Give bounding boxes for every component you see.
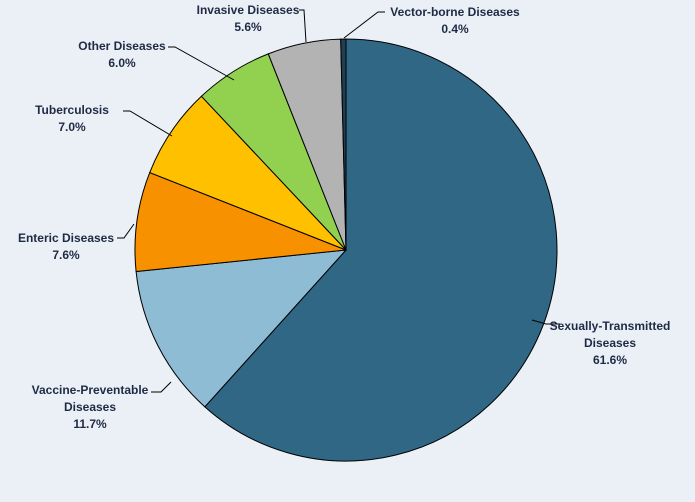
slice-name: Vaccine-Preventable bbox=[32, 383, 149, 397]
slice-name: Diseases bbox=[584, 336, 636, 350]
pie-slice bbox=[135, 249, 348, 408]
slice-name: Vector-borne Diseases bbox=[390, 5, 520, 19]
leader-line bbox=[151, 381, 172, 393]
slice-percent: 11.7% bbox=[73, 417, 107, 431]
slice-label: Other Diseases 6.0% bbox=[78, 39, 166, 70]
slice-label: Tuberculosis 7.0% bbox=[35, 103, 109, 134]
leader-line bbox=[117, 223, 135, 239]
pie-slice bbox=[204, 38, 558, 462]
pie-slice bbox=[340, 38, 347, 251]
slice-name: Enteric Diseases bbox=[18, 231, 114, 245]
leader-line bbox=[531, 319, 560, 325]
slice-name: Invasive Diseases bbox=[197, 3, 300, 17]
leader-lines bbox=[117, 9, 560, 393]
slice-percent: 7.0% bbox=[58, 120, 86, 134]
pie-slice bbox=[134, 171, 347, 273]
slice-labels: Sexually-Transmitted Diseases 61.6% Vaccine… bbox=[18, 3, 670, 431]
slice-name: Tuberculosis bbox=[35, 103, 109, 117]
slice-name: Other Diseases bbox=[78, 39, 166, 53]
slice-label: Vector-borne Diseases 0.4% bbox=[390, 5, 520, 36]
slice-percent: 7.6% bbox=[52, 248, 80, 262]
leader-line bbox=[168, 46, 235, 81]
leader-line bbox=[123, 110, 173, 137]
slice-name: Sexually-Transmitted bbox=[550, 319, 671, 333]
slice-label: Sexually-Transmitted Diseases 61.6% bbox=[550, 319, 671, 367]
slice-label: Invasive Diseases 5.6% bbox=[197, 3, 300, 34]
pie-slices bbox=[134, 38, 558, 462]
slice-percent: 0.4% bbox=[441, 22, 469, 36]
leader-line bbox=[299, 9, 307, 43]
slice-percent: 61.6% bbox=[593, 353, 627, 367]
slice-label: Vaccine-Preventable Diseases 11.7% bbox=[32, 383, 149, 431]
slice-percent: 5.6% bbox=[234, 20, 262, 34]
slice-percent: 6.0% bbox=[108, 56, 136, 70]
slice-label: Enteric Diseases 7.6% bbox=[18, 231, 114, 262]
slice-name: Diseases bbox=[64, 400, 116, 414]
leader-line bbox=[343, 11, 385, 39]
